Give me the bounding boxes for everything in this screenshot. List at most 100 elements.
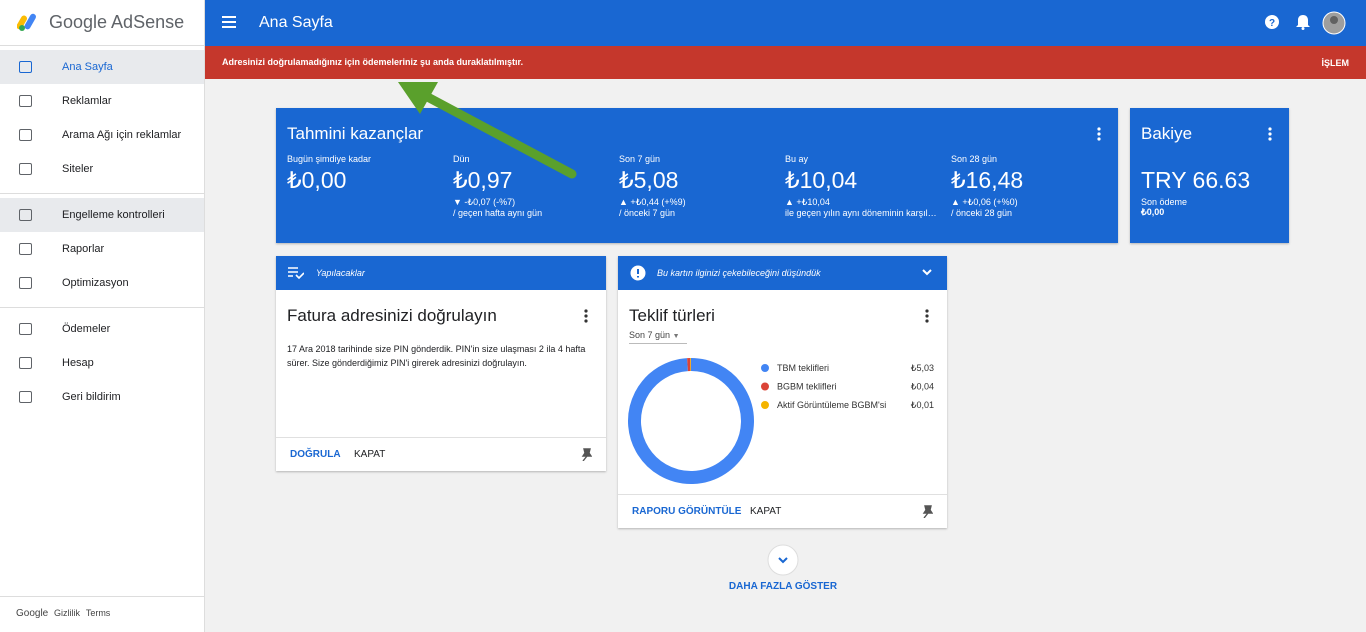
nav-icon (19, 61, 32, 73)
pin-button[interactable] (921, 505, 933, 518)
card-title: Tahmini kazançlar (287, 124, 424, 143)
nav-icon (19, 209, 32, 221)
nav-label: Optimizasyon (62, 277, 129, 289)
collapse-button[interactable] (922, 269, 932, 276)
donut-segment (628, 358, 754, 484)
nav-icon (19, 391, 32, 403)
footer-link[interactable]: Google (16, 608, 49, 619)
stat: Son 28 gün ₺16,48 ▲ +₺0,06 (+%0) / önceki 2… (951, 154, 1111, 219)
donut-chart: TBM teklifleri ₺5,03 BGBM teklifleri ₺0,04 A… (628, 357, 934, 484)
nav-label: Engelleme kontrolleri (62, 209, 165, 221)
nav-item[interactable]: Ana Sayfa (0, 50, 204, 84)
stat-change: ▲ +₺0,44 (+%9) (619, 197, 686, 207)
more-menu[interactable] (584, 309, 588, 323)
stat-compare: / önceki 7 gün (619, 208, 676, 218)
footer-link[interactable]: Gizlilik (54, 608, 81, 618)
stat-change: ▼ -₺0,07 (-%7) (453, 197, 516, 207)
alert-action[interactable]: İŞLEM (1321, 58, 1349, 68)
nav-icon (19, 357, 32, 369)
nav-item[interactable]: Reklamlar (0, 84, 204, 118)
card-body: 17 Ara 2018 tarihinde size PIN gönderdik… (287, 344, 586, 368)
nav-item[interactable]: Ödemeler (0, 312, 204, 346)
top-bar: Ana Sayfa ? (205, 0, 1366, 46)
nav-icon (19, 323, 32, 335)
notifications-button[interactable] (1296, 14, 1310, 30)
menu-button[interactable] (222, 16, 236, 28)
card-title: Bakiye (1141, 124, 1193, 143)
period-select[interactable]: Son 7 gün ▼ (629, 330, 687, 344)
more-menu[interactable] (1268, 127, 1272, 141)
legend-value: ₺0,01 (911, 400, 934, 410)
nav-item[interactable]: Geri bildirim (0, 380, 204, 414)
stat-compare: / önceki 28 gün (951, 208, 1013, 218)
show-more-button[interactable] (766, 544, 800, 578)
balance-card: Bakiye TRY 66.63 Son ödeme ₺0,00 (1130, 108, 1289, 243)
balance-value: TRY 66.63 (1141, 167, 1251, 193)
balance-label: Son ödeme (1141, 197, 1188, 207)
nav-item[interactable]: Arama Ağı için reklamlar (0, 118, 204, 152)
nav-icon (19, 129, 32, 141)
stat: Bu ay ₺10,04 ▲ +₺10,04 ile geçen yılın aynı… (785, 154, 945, 219)
legend-label: Aktif Görüntüleme BGBM'si (777, 400, 886, 410)
info-icon (630, 265, 646, 281)
stat-value: ₺0,97 (453, 167, 513, 193)
footer-link[interactable]: Terms (85, 608, 111, 618)
dismiss-button[interactable]: KAPAT (354, 449, 386, 460)
stat: Dün ₺0,97 ▼ -₺0,07 (-%7) / geçen hafta aynı… (453, 154, 613, 219)
verify-button[interactable]: DOĞRULA (290, 449, 341, 460)
help-button[interactable]: ? (1264, 14, 1280, 30)
earnings-card: Tahmini kazançlar Bugün şimdiye kadar ₺0,… (276, 108, 1118, 243)
avatar[interactable] (1322, 11, 1346, 35)
nav-item[interactable]: Raporlar (0, 232, 204, 266)
logo-text: Google AdSense (49, 12, 185, 32)
divider (618, 494, 947, 495)
nav-icon (19, 95, 32, 107)
nav-item[interactable]: Optimizasyon (0, 266, 204, 300)
stat-value: ₺16,48 (951, 167, 1024, 193)
nav-item[interactable]: Hesap (0, 346, 204, 380)
offer-card: Bu kartın ilginizi çekebileceğini düşünd… (618, 256, 947, 528)
stat-label: Son 28 gün (951, 154, 998, 164)
alert-banner: Adresinizi doğrulamadığınız için ödemele… (205, 46, 1366, 79)
annotation-arrow (398, 82, 577, 179)
show-more-text[interactable]: DAHA FAZLA GÖSTER (728, 581, 838, 592)
divider (0, 596, 204, 597)
stat-label: Bu ay (785, 154, 809, 164)
nav-icon (19, 163, 32, 175)
divider (276, 437, 606, 438)
logo-icon (17, 13, 36, 31)
more-menu[interactable] (1097, 127, 1101, 141)
stat-value: ₺0,00 (287, 167, 347, 193)
stat-compare: / geçen hafta aynı gün (453, 208, 543, 218)
nav-item[interactable]: Engelleme kontrolleri (0, 198, 204, 232)
nav-icon (19, 277, 32, 289)
card-header: Yapılacaklar (276, 256, 606, 290)
divider (0, 45, 204, 46)
sidebar: Google AdSense Ana Sayfa Reklamlar Arama A… (0, 0, 205, 632)
stat: Son 7 gün ₺5,08 ▲ +₺0,44 (+%9) / önceki 7 g… (619, 154, 779, 219)
pin-button[interactable] (580, 448, 592, 461)
nav-label: Geri bildirim (62, 391, 121, 403)
stat-change: ▲ +₺0,06 (+%0) (951, 197, 1018, 207)
nav-label: Ana Sayfa (62, 61, 113, 73)
dismiss-button[interactable]: KAPAT (750, 506, 782, 517)
report-button[interactable]: RAPORU GÖRÜNTÜLE (632, 506, 742, 517)
stat-label: Son 7 gün (619, 154, 661, 164)
more-menu[interactable] (925, 309, 929, 323)
nav-label: Raporlar (62, 243, 105, 255)
card-header-text: Yapılacaklar (316, 268, 365, 278)
nav-icon (19, 243, 32, 255)
stat-change: ▲ +₺10,04 (785, 197, 830, 207)
page-title: Ana Sayfa (259, 14, 333, 31)
nav-label: Ödemeler (62, 323, 111, 335)
legend-value: ₺5,03 (911, 363, 934, 373)
stat-compare: ile geçen yılın aynı döneminin karşıl… (785, 208, 937, 218)
stat-label: Bugün şimdiye kadar (287, 154, 372, 164)
nav-item[interactable]: Siteler (0, 152, 204, 186)
balance-amount: ₺0,00 (1141, 207, 1165, 217)
card-header-text: Bu kartın ilginizi çekebileceğini düşünd… (657, 268, 821, 278)
stat-value: ₺10,04 (785, 167, 858, 193)
todo-card: Yapılacaklar Fatura adresinizi doğrulayı… (276, 256, 606, 471)
legend-swatch (761, 364, 769, 372)
stat-value: ₺5,08 (619, 167, 679, 193)
